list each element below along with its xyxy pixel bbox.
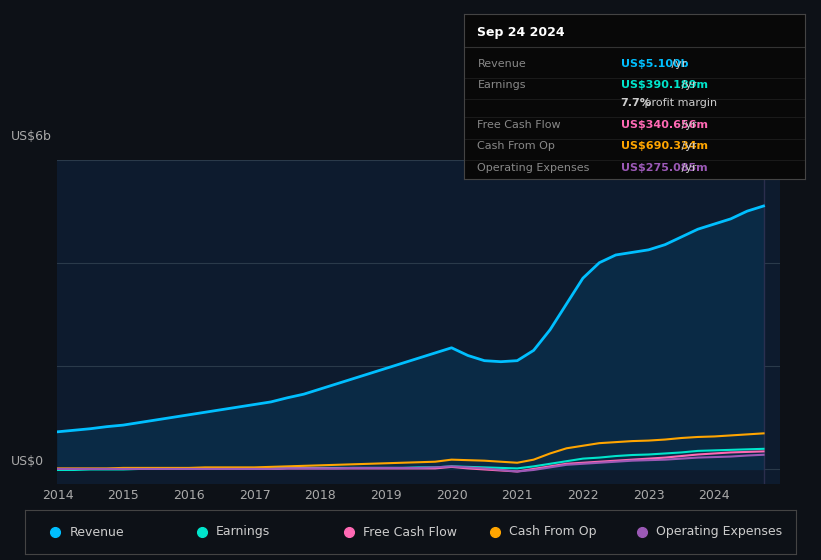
- Text: 7.7%: 7.7%: [621, 98, 652, 108]
- Text: /yr: /yr: [667, 59, 686, 69]
- Text: Earnings: Earnings: [216, 525, 270, 539]
- Text: Revenue: Revenue: [478, 59, 526, 69]
- Text: US$340.656m: US$340.656m: [621, 120, 708, 130]
- Text: Cash From Op: Cash From Op: [509, 525, 597, 539]
- Text: US$6b: US$6b: [11, 130, 52, 143]
- Text: profit margin: profit margin: [641, 98, 718, 108]
- Text: Earnings: Earnings: [478, 80, 526, 90]
- Text: Operating Expenses: Operating Expenses: [656, 525, 782, 539]
- Text: US$690.334m: US$690.334m: [621, 141, 708, 151]
- Text: Operating Expenses: Operating Expenses: [478, 163, 589, 172]
- Text: US$5.100b: US$5.100b: [621, 59, 688, 69]
- Text: Free Cash Flow: Free Cash Flow: [478, 120, 561, 130]
- Text: US$275.085m: US$275.085m: [621, 163, 707, 172]
- Text: Sep 24 2024: Sep 24 2024: [478, 26, 565, 39]
- Text: US$0: US$0: [11, 455, 44, 468]
- Text: Cash From Op: Cash From Op: [478, 141, 555, 151]
- Text: /yr: /yr: [678, 120, 696, 130]
- Text: US$390.189m: US$390.189m: [621, 80, 708, 90]
- Text: /yr: /yr: [678, 80, 696, 90]
- Text: /yr: /yr: [678, 163, 696, 172]
- Text: /yr: /yr: [678, 141, 696, 151]
- Text: Free Cash Flow: Free Cash Flow: [363, 525, 456, 539]
- Text: Revenue: Revenue: [70, 525, 124, 539]
